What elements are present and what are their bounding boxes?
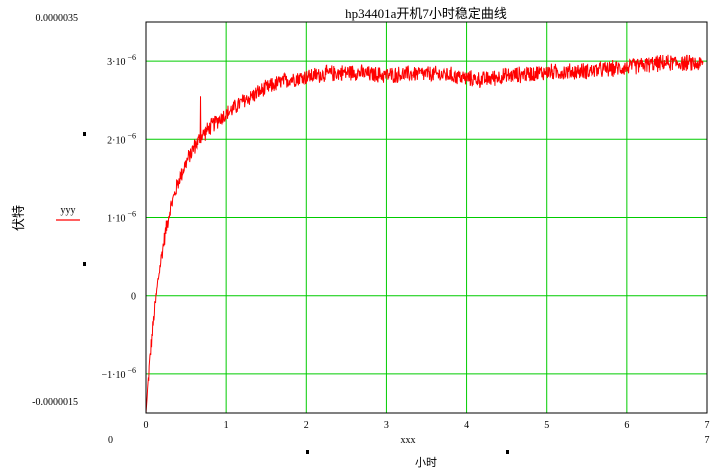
y-tick-label-0: 3·10 −6	[107, 53, 136, 68]
marker-left-top	[83, 132, 86, 136]
x-tick-label-4: 4	[464, 420, 469, 431]
y-tick-label-4: −1·10 −6	[102, 366, 137, 381]
x-tick-label-3: 3	[384, 420, 389, 431]
series-line-0	[145, 54, 704, 414]
x-axis-max-label: 7	[705, 435, 710, 446]
x-tick-label-1: 1	[224, 420, 229, 431]
y-axis-min-label: -0.0000015	[32, 397, 78, 408]
x-axis-title: 小时	[415, 456, 437, 469]
marker-left-bottom	[83, 262, 86, 266]
x-tick-label-6: 6	[624, 420, 629, 431]
marker-bottom-left	[306, 450, 309, 454]
y-tick-label-3: 0	[131, 292, 136, 303]
y-axis-title: 伏特	[11, 205, 26, 231]
legend-label: yyy	[61, 205, 76, 216]
x-tick-label-5: 5	[544, 420, 549, 431]
x-tick-label-2: 2	[304, 420, 309, 431]
x-tick-label-0: 0	[144, 420, 149, 431]
y-tick-label-2: 1·10 −6	[107, 210, 136, 225]
x-axis-min-label: 0	[108, 435, 113, 446]
x-tick-labels: 0 1 2 3 4 5 6 7	[144, 420, 710, 431]
marker-bottom-right	[506, 450, 509, 454]
legend: yyy	[56, 205, 80, 221]
y-tick-labels: 3·10 −6 2·10 −6 1·10 −6 0 −1·10 −6	[102, 53, 137, 381]
x-variable-label: xxx	[401, 435, 416, 446]
plot-frame	[145, 21, 708, 414]
series-group	[145, 54, 704, 414]
chart-title: hp34401a开机7小时稳定曲线	[345, 6, 507, 21]
x-tick-label-7: 7	[705, 420, 710, 431]
y-axis-max-label: 0.0000035	[36, 13, 79, 24]
y-tick-label-1: 2·10 −6	[107, 131, 136, 146]
